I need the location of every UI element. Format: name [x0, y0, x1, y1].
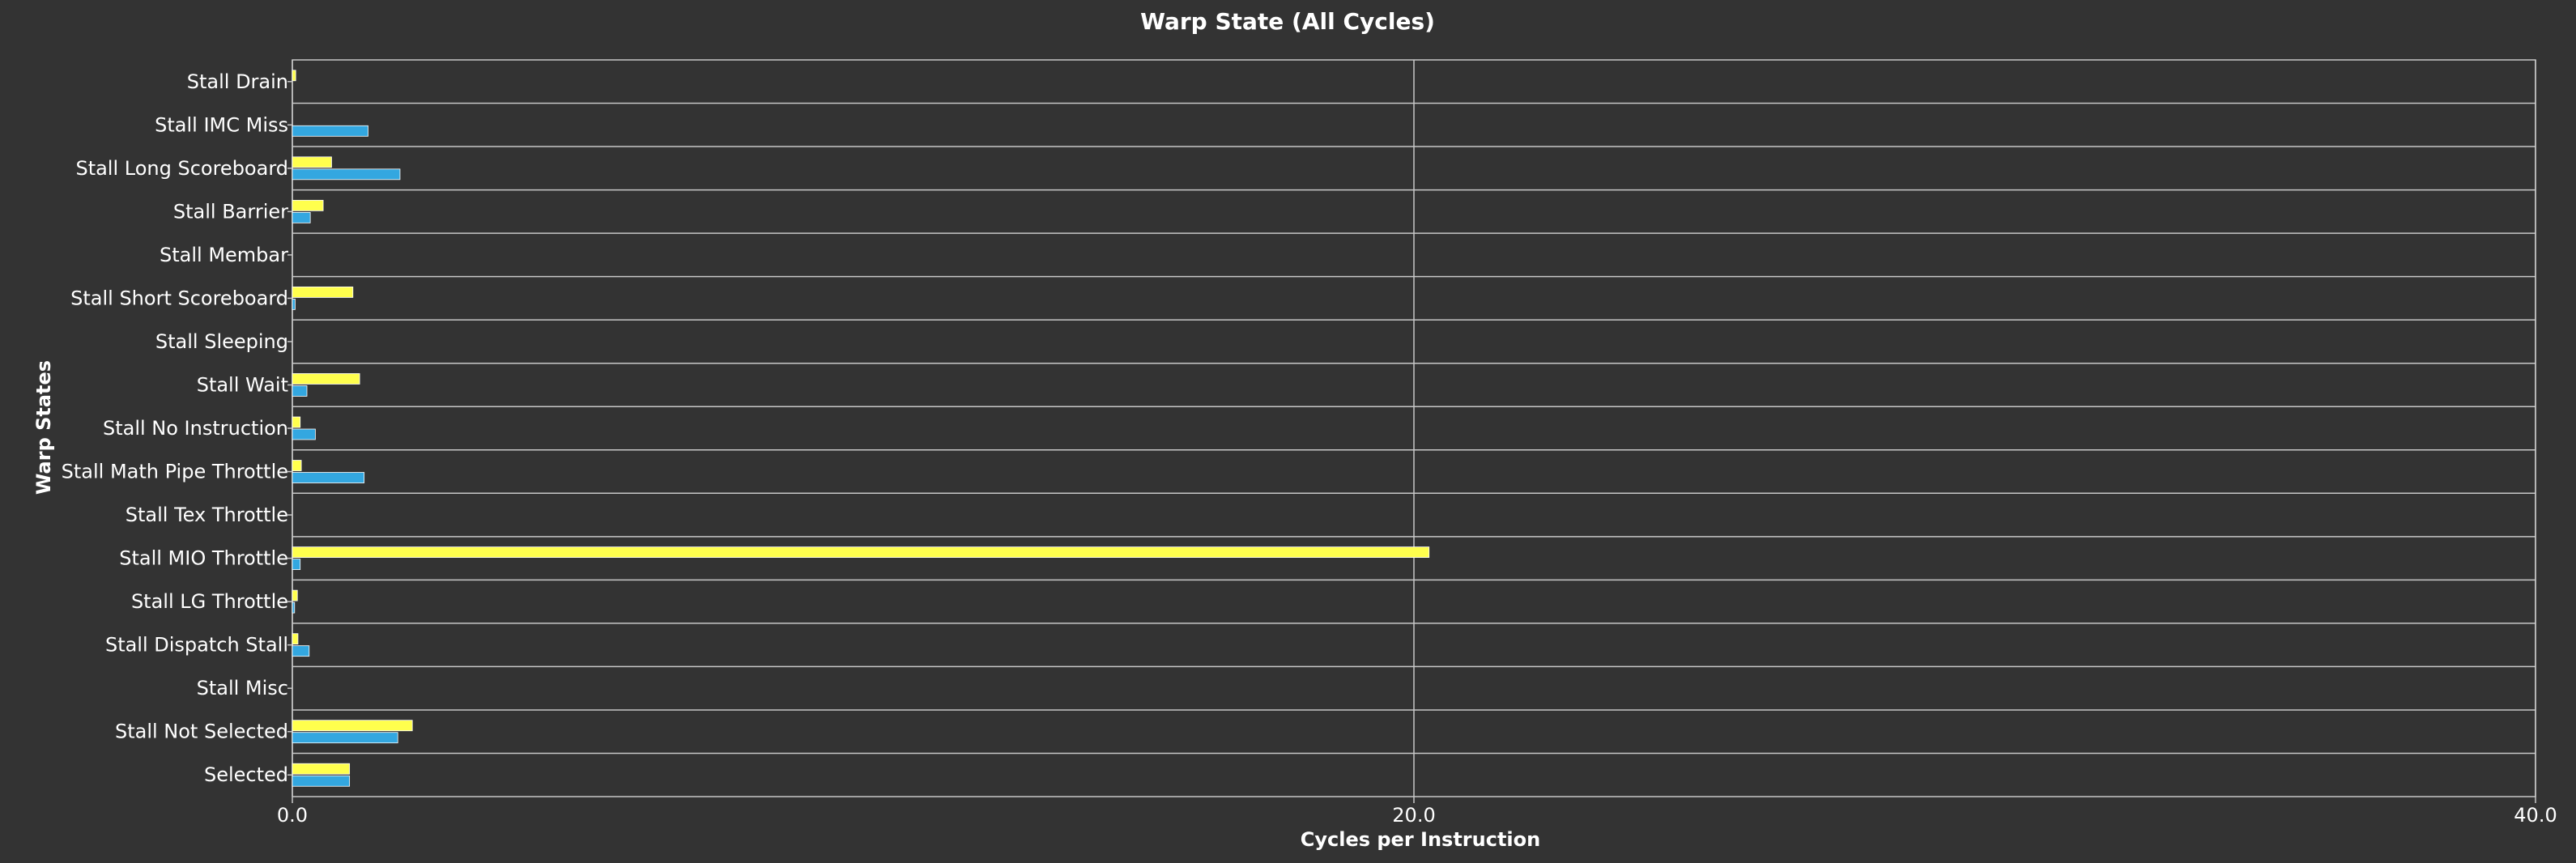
- category-label: Stall Dispatch Stall: [105, 634, 288, 657]
- category-label: Stall Long Scoreboard: [75, 157, 288, 180]
- y-axis-title: Warp States: [32, 360, 55, 495]
- bar-series-1: [292, 373, 360, 385]
- category-label: Stall IMC Miss: [155, 113, 288, 136]
- bar-series-2: [292, 775, 351, 787]
- bar-series-1: [292, 546, 1430, 558]
- category-label: Stall Not Selected: [115, 721, 288, 743]
- category-label: Stall Wait: [197, 373, 288, 396]
- x-tick-label: 40.0: [2514, 804, 2557, 827]
- grid: [287, 59, 2536, 803]
- x-axis-title: Cycles per Instruction: [1301, 828, 1540, 851]
- bar-series-1: [292, 589, 298, 602]
- category-label: Stall Barrier: [173, 200, 288, 223]
- x-tick-label: 0.0: [277, 804, 308, 827]
- bar-series-2: [292, 732, 398, 744]
- bar-series-1: [292, 720, 413, 732]
- bars: [292, 70, 1430, 787]
- category-labels: Stall Drain Stall IMC Miss Stall Long Scor…: [62, 70, 289, 786]
- bar-series-2: [292, 559, 301, 570]
- bar-series-1: [292, 763, 351, 775]
- category-label: Stall No Instruction: [103, 417, 288, 440]
- bar-series-2: [292, 645, 310, 657]
- category-label: Stall Drain: [187, 70, 288, 93]
- bar-series-1: [292, 460, 302, 471]
- bar-series-2: [292, 385, 308, 397]
- x-tick-label: 20.0: [1392, 804, 1435, 827]
- bar-series-1: [292, 633, 299, 645]
- category-label: Stall Math Pipe Throttle: [62, 461, 288, 483]
- category-label: Selected: [204, 763, 288, 786]
- bar-series-1: [292, 156, 332, 168]
- bar-series-2: [292, 168, 401, 181]
- category-label: Stall Short Scoreboard: [70, 287, 288, 309]
- category-label: Stall MIO Throttle: [119, 547, 288, 570]
- bar-series-1: [292, 416, 301, 428]
- bar-series-2: [292, 211, 311, 223]
- bar-series-1: [292, 70, 296, 82]
- category-label: Stall LG Throttle: [131, 590, 288, 613]
- chart-title: Warp State (All Cycles): [1140, 8, 1435, 35]
- bar-series-2: [292, 428, 316, 440]
- bar-series-2: [292, 472, 365, 483]
- bar-series-1: [292, 199, 324, 211]
- bar-series-2: [292, 125, 368, 137]
- category-label: Stall Tex Throttle: [126, 504, 288, 526]
- category-label: Stall Misc: [197, 677, 288, 699]
- bar-series-1: [292, 287, 354, 298]
- bar-series-2: [292, 299, 296, 310]
- x-tick-labels: 0.0 20.0 40.0: [277, 804, 2557, 827]
- bar-series-2: [292, 602, 296, 614]
- category-label: Stall Sleeping: [155, 330, 288, 353]
- category-label: Stall Membar: [160, 244, 288, 266]
